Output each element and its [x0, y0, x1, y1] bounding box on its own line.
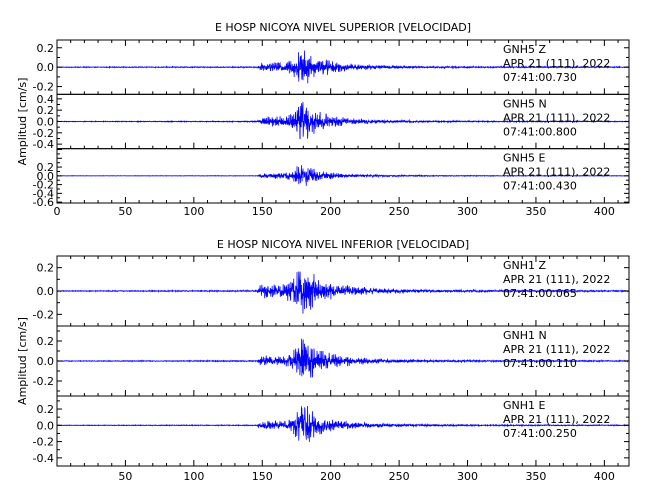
y-axis-label: Amplitud [cm/s]	[16, 317, 29, 405]
y-tick-label: -0.4	[33, 452, 54, 465]
y-tick-label: 0.2	[37, 161, 55, 174]
time-label: 07:41:00.065	[503, 287, 577, 300]
time-label: 07:41:00.730	[503, 71, 577, 84]
date-label: APR 21 (111), 2022	[503, 57, 610, 70]
x-tick-label: 300	[457, 205, 478, 218]
y-tick-label: -0.2	[33, 81, 54, 94]
time-label: 07:41:00.430	[503, 180, 577, 193]
x-tick-label: 200	[320, 470, 341, 483]
y-tick-label: -0.2	[33, 375, 54, 388]
y-tick-label: 0.4	[37, 93, 55, 106]
time-label: 07:41:00.110	[503, 357, 577, 370]
y-tick-label: -0.4	[33, 138, 54, 151]
station-label: GNH1 Z	[503, 259, 547, 272]
waveform-trace	[56, 165, 630, 186]
x-tick-label: 400	[594, 470, 615, 483]
x-tick-label: 100	[183, 205, 204, 218]
date-label: APR 21 (111), 2022	[503, 111, 610, 124]
panel-frame	[56, 395, 630, 467]
time-label: 07:41:00.800	[503, 125, 577, 138]
x-tick-label: 200	[320, 205, 341, 218]
y-tick-label: 0.0	[37, 170, 55, 183]
waveform-trace	[56, 101, 630, 140]
x-tick-label: 0	[54, 205, 61, 218]
y-tick-label: 0.0	[37, 285, 55, 298]
y-tick-label: 0.2	[37, 104, 55, 117]
date-label: APR 21 (111), 2022	[503, 413, 610, 426]
chart-title: E HOSP NICOYA NIVEL SUPERIOR [VELOCIDAD]	[215, 21, 471, 34]
station-label: GNH5 N	[503, 97, 547, 110]
x-tick-label: 50	[118, 205, 132, 218]
y-tick-label: 0.0	[37, 116, 55, 129]
y-tick-label: 0.2	[37, 262, 55, 275]
x-tick-label: 400	[594, 205, 615, 218]
x-tick-label: 100	[183, 470, 204, 483]
x-tick-label: 150	[252, 470, 273, 483]
station-label: GNH1 E	[503, 399, 546, 412]
x-tick-label: 350	[525, 470, 546, 483]
y-tick-label: 0.0	[37, 419, 55, 432]
seismogram-group-2: E HOSP NICOYA NIVEL INFERIOR [VELOCIDAD]…	[16, 238, 630, 483]
waveform-trace	[56, 271, 630, 314]
x-tick-label: 250	[389, 470, 410, 483]
x-tick-label: 300	[457, 470, 478, 483]
x-tick-label: 150	[252, 205, 273, 218]
waveform-trace	[56, 50, 630, 84]
y-tick-label: 0.0	[37, 355, 55, 368]
chart-title: E HOSP NICOYA NIVEL INFERIOR [VELOCIDAD]	[217, 238, 469, 251]
date-label: APR 21 (111), 2022	[503, 343, 610, 356]
x-tick-label: 50	[118, 470, 132, 483]
y-tick-label: -0.2	[33, 308, 54, 321]
y-tick-label: -0.2	[33, 127, 54, 140]
time-label: 07:41:00.250	[503, 427, 577, 440]
y-tick-label: -0.6	[33, 196, 54, 209]
seismogram-group-1: E HOSP NICOYA NIVEL SUPERIOR [VELOCIDAD]…	[16, 21, 630, 218]
y-tick-label: -0.2	[33, 179, 54, 192]
waveform-trace	[56, 338, 630, 378]
y-tick-label: -0.2	[33, 436, 54, 449]
y-tick-label: 0.0	[37, 61, 55, 74]
date-label: APR 21 (111), 2022	[503, 166, 610, 179]
y-tick-label: -0.4	[33, 187, 54, 200]
station-label: GNH5 Z	[503, 43, 547, 56]
y-tick-label: 0.2	[37, 335, 55, 348]
station-label: GNH5 E	[503, 152, 546, 165]
station-label: GNH1 N	[503, 329, 547, 342]
waveform-trace	[56, 405, 630, 442]
y-tick-label: 0.2	[37, 42, 55, 55]
date-label: APR 21 (111), 2022	[503, 273, 610, 286]
y-axis-label: Amplitud [cm/s]	[16, 78, 29, 166]
x-tick-label: 250	[389, 205, 410, 218]
x-tick-label: 350	[525, 205, 546, 218]
y-tick-label: 0.2	[37, 403, 55, 416]
